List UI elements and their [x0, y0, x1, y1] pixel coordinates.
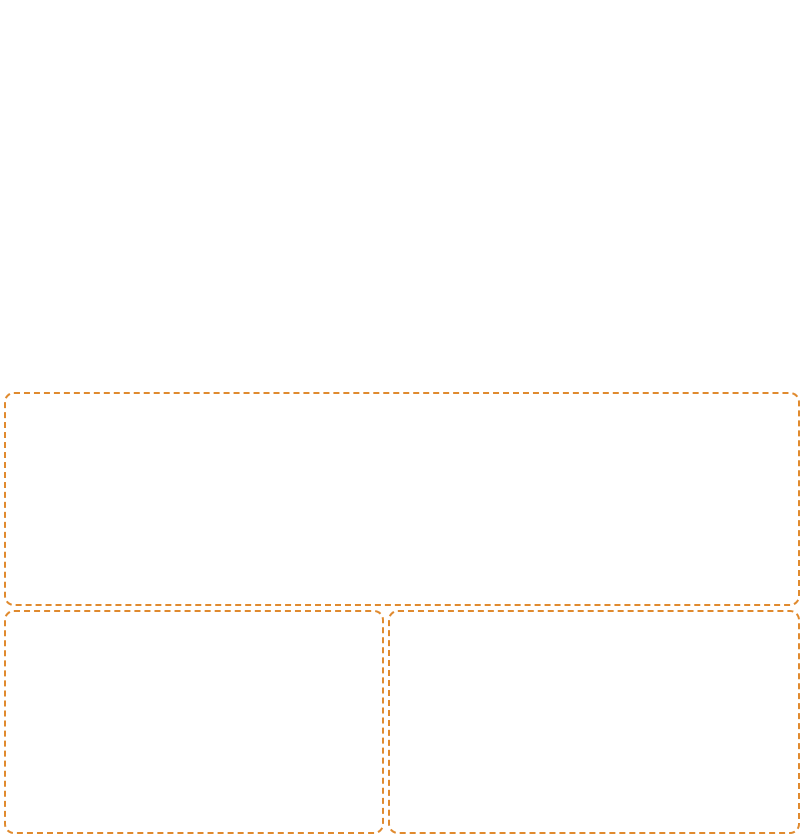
panel-i-western-nfkb: [8, 612, 194, 680]
wb-nfkb-lanes: [58, 618, 194, 680]
ij-dashed-box: [4, 610, 384, 834]
panel-f-chord: [10, 396, 302, 607]
panel-b-volcano: [242, 2, 482, 177]
fgh-dashed-box: [4, 392, 800, 606]
kegg-dotplot: [420, 174, 804, 392]
panel-e-kegg-enrichment: [420, 174, 804, 397]
mechanism-diagram: [391, 613, 797, 831]
k-dashed-box: [388, 610, 800, 834]
gsea-nfkb-plot: [300, 396, 552, 602]
expression-heatmap: [482, 2, 804, 174]
gsea-tgfb-plot: [552, 396, 800, 602]
panel-a-pca: [2, 2, 240, 177]
panel-d-go-enrichment: [2, 174, 420, 397]
panel-c-heatmap: [482, 2, 804, 179]
pca-scatter-plot: [2, 2, 240, 172]
panel-h-gsea-tgfb: [552, 396, 800, 607]
go-dotplot: [2, 174, 420, 392]
panel-j-western-tgfb: [196, 612, 384, 680]
panel-k-mechanism: [391, 613, 797, 836]
chord-diagram: [10, 396, 302, 602]
panel-g-gsea-nfkb: [300, 396, 552, 607]
wb-tgfb-lanes: [246, 618, 384, 680]
volcano-plot: [242, 2, 482, 172]
